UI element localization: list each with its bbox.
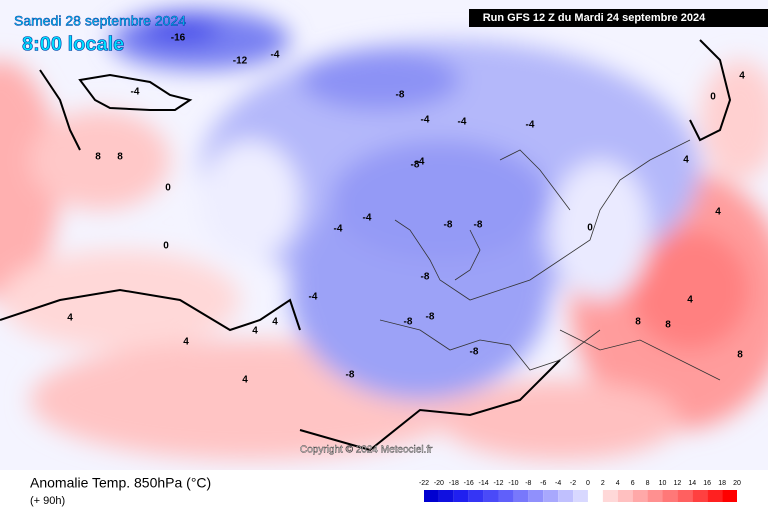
color-swatch (617, 490, 633, 502)
color-swatch (707, 490, 723, 502)
contour-label: -4 (526, 120, 535, 131)
scale-label: 10 (659, 480, 667, 487)
color-swatch (513, 490, 529, 502)
run-banner (469, 9, 768, 27)
contour-label: -8 (346, 370, 355, 381)
scale-label: -8 (525, 480, 531, 487)
contour-label: 4 (67, 313, 73, 324)
contour-label: 4 (272, 317, 278, 328)
color-swatch (498, 490, 514, 502)
color-swatch (483, 490, 499, 502)
scale-label: 2 (601, 480, 605, 487)
scale-label: 16 (703, 480, 711, 487)
color-swatch (438, 490, 454, 502)
contour-label: 4 (715, 207, 721, 218)
run-info: Run GFS 12 Z du Mardi 24 septembre 2024 (483, 12, 706, 24)
scale-label: -6 (540, 480, 546, 487)
contour-label: 8 (95, 152, 101, 163)
contour-label: -8 (411, 160, 420, 171)
footer-title: Anomalie Temp. 850hPa (°C) (30, 475, 211, 491)
contour-label: 8 (635, 317, 641, 328)
contour-label: 4 (183, 337, 189, 348)
scale-label: -14 (479, 480, 489, 487)
color-swatch (692, 490, 708, 502)
scale-label: 6 (631, 480, 635, 487)
contour-label: 0 (587, 223, 593, 234)
color-swatch (632, 490, 648, 502)
contour-labels: -16-12-4-4 -8-4 -4-4-8-8-8-8-4-4-8 -8-8-8-4… (67, 33, 745, 386)
contour-label: 0 (163, 241, 169, 252)
contour-label: 4 (252, 326, 258, 337)
contour-label: 4 (687, 295, 693, 306)
color-swatch (602, 490, 618, 502)
contour-label: -4 (363, 213, 372, 224)
contour-label: -8 (426, 312, 435, 323)
color-swatch (722, 490, 737, 502)
copyright: Copyright © 2024 Meteociel.fr (300, 445, 433, 456)
scale-label: 14 (688, 480, 696, 487)
contour-label: -8 (470, 347, 479, 358)
contour-label: -4 (271, 50, 280, 61)
color-swatch (677, 490, 693, 502)
color-swatch (528, 490, 544, 502)
scale-label: -20 (434, 480, 444, 487)
contour-label: -4 (421, 115, 430, 126)
contour-label: 8 (117, 152, 123, 163)
color-swatch (662, 490, 678, 502)
scale-label: -12 (493, 480, 503, 487)
scale-label: -4 (555, 480, 561, 487)
contour-label: 8 (737, 350, 743, 361)
anomaly-field (0, 10, 768, 460)
contour-label: 4 (739, 71, 745, 82)
color-swatch (647, 490, 663, 502)
scale-label: -16 (464, 480, 474, 487)
contour-label: 4 (683, 155, 689, 166)
color-swatch (424, 490, 439, 502)
scale-label: -10 (508, 480, 518, 487)
scale-label: 4 (616, 480, 620, 487)
color-swatch (468, 490, 484, 502)
color-swatch (558, 490, 574, 502)
contour-label: -8 (404, 317, 413, 328)
forecast-time: 8:00 locale (22, 33, 124, 55)
scale-label: 8 (646, 480, 650, 487)
contour-label: -16 (171, 33, 186, 44)
scale-label: 0 (586, 480, 590, 487)
borders (379, 139, 721, 381)
footer-lead: (+ 90h) (30, 495, 65, 507)
contour-label: -4 (416, 157, 425, 168)
contour-label: -4 (334, 224, 343, 235)
scale-label: -2 (570, 480, 576, 487)
color-swatch (543, 490, 559, 502)
contour-label: -8 (474, 220, 483, 231)
contour-label: -8 (421, 272, 430, 283)
scale-label: -22 (419, 480, 429, 487)
contour-label: 0 (165, 183, 171, 194)
contour-label: -8 (396, 90, 405, 101)
contour-label: 4 (242, 375, 248, 386)
forecast-date: Samedi 28 septembre 2024 (14, 13, 186, 29)
contour-label: -12 (233, 56, 248, 67)
color-swatch (573, 490, 588, 502)
scale-label: 18 (718, 480, 726, 487)
contour-label: -4 (458, 117, 467, 128)
contour-label: -8 (444, 220, 453, 231)
scale-label: -18 (449, 480, 459, 487)
coastlines (0, 39, 732, 452)
contour-label: -4 (309, 292, 318, 303)
contour-label: 8 (665, 320, 671, 331)
color-swatch (453, 490, 469, 502)
color-scale: -22 -20 -18 -16 -14 -12 -10 -8 -6 -4 -2 0 2 4 6 8 10 12 14… (419, 480, 741, 502)
contour-label: 0 (710, 92, 716, 103)
color-swatch (587, 490, 603, 502)
scale-label: 20 (733, 480, 741, 487)
contour-label: -4 (131, 87, 140, 98)
scale-label: 12 (673, 480, 681, 487)
